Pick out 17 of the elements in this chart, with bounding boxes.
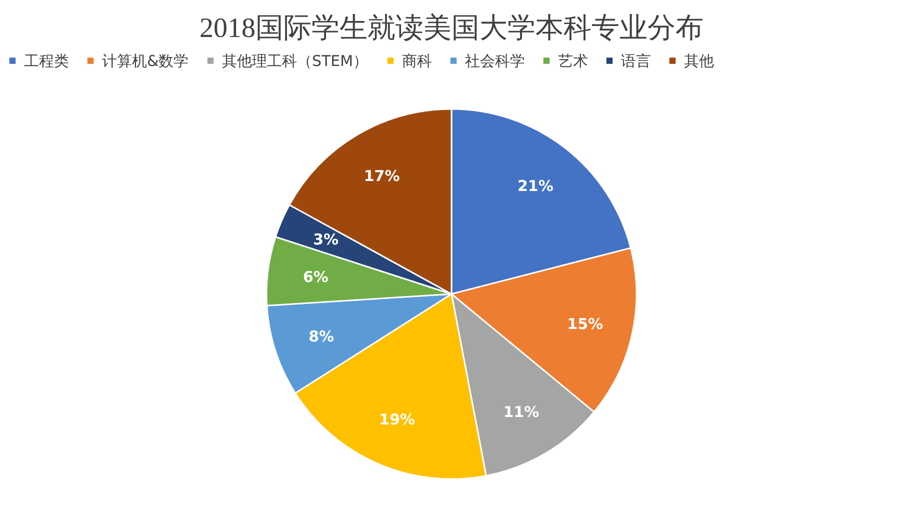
legend-label: 语言	[621, 52, 651, 70]
data-label: 8%	[308, 327, 334, 346]
data-label: 15%	[567, 314, 604, 333]
data-label: 17%	[364, 167, 400, 186]
legend-label: 其他理工科（STEM）	[222, 52, 368, 70]
legend-label: 计算机&数学	[102, 52, 189, 70]
legend-label: 工程类	[24, 52, 69, 70]
data-label: 3%	[313, 230, 339, 249]
data-label: 21%	[517, 176, 554, 195]
legend-label: 社会科学	[465, 52, 525, 70]
data-label: 19%	[379, 410, 416, 429]
legend-label: 艺术	[558, 52, 588, 70]
data-label: 11%	[503, 402, 540, 421]
legend-label: 其他	[684, 52, 714, 70]
legend-label: 商科	[402, 52, 432, 70]
data-label: 6%	[302, 268, 328, 286]
chart-title: 2018国际学生就读美国大学本科专业分布	[200, 13, 704, 44]
